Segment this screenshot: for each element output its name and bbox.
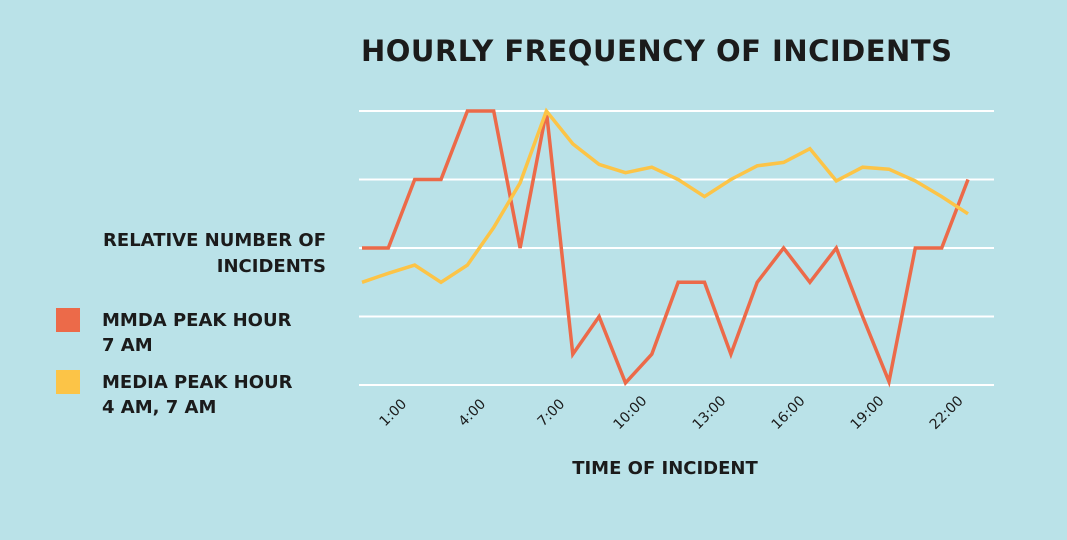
chart-title: HOURLY FREQUENCY OF INCIDENTS — [361, 34, 953, 68]
x-tick-label: 16:00 — [769, 393, 809, 433]
x-tick-label: 19:00 — [848, 393, 888, 433]
x-axis-label: TIME OF INCIDENT — [572, 458, 758, 479]
series-line-mmda — [362, 109, 970, 388]
legend-swatch-mmda — [56, 308, 80, 332]
legend-label-media-line-2: 4 AM, 7 AM — [102, 397, 217, 418]
legend-label-mmda-line-1: MMDA PEAK HOUR — [102, 310, 292, 331]
legend-label-mmda-line-2: 7 AM — [102, 335, 153, 356]
legend-label-media: MEDIA PEAK HOUR 4 AM, 7 AM — [102, 370, 362, 420]
x-tick-label: 13:00 — [690, 393, 730, 433]
y-axis-label-line-1: RELATIVE NUMBER OF — [103, 230, 326, 251]
x-tick-label: 10:00 — [611, 393, 651, 433]
x-tick-label: 1:00 — [377, 396, 411, 430]
x-tick-label: 22:00 — [927, 393, 967, 433]
legend-swatch-media — [56, 370, 80, 394]
y-axis-label: RELATIVE NUMBER OF INCIDENTS — [60, 228, 326, 280]
x-tick-label: 7:00 — [535, 396, 569, 430]
series-line-media — [361, 107, 969, 285]
legend-label-mmda: MMDA PEAK HOUR 7 AM — [102, 308, 362, 358]
y-axis-label-line-2: INCIDENTS — [216, 256, 326, 277]
x-tick-label: 4:00 — [456, 396, 490, 430]
legend-label-media-line-1: MEDIA PEAK HOUR — [102, 372, 293, 393]
